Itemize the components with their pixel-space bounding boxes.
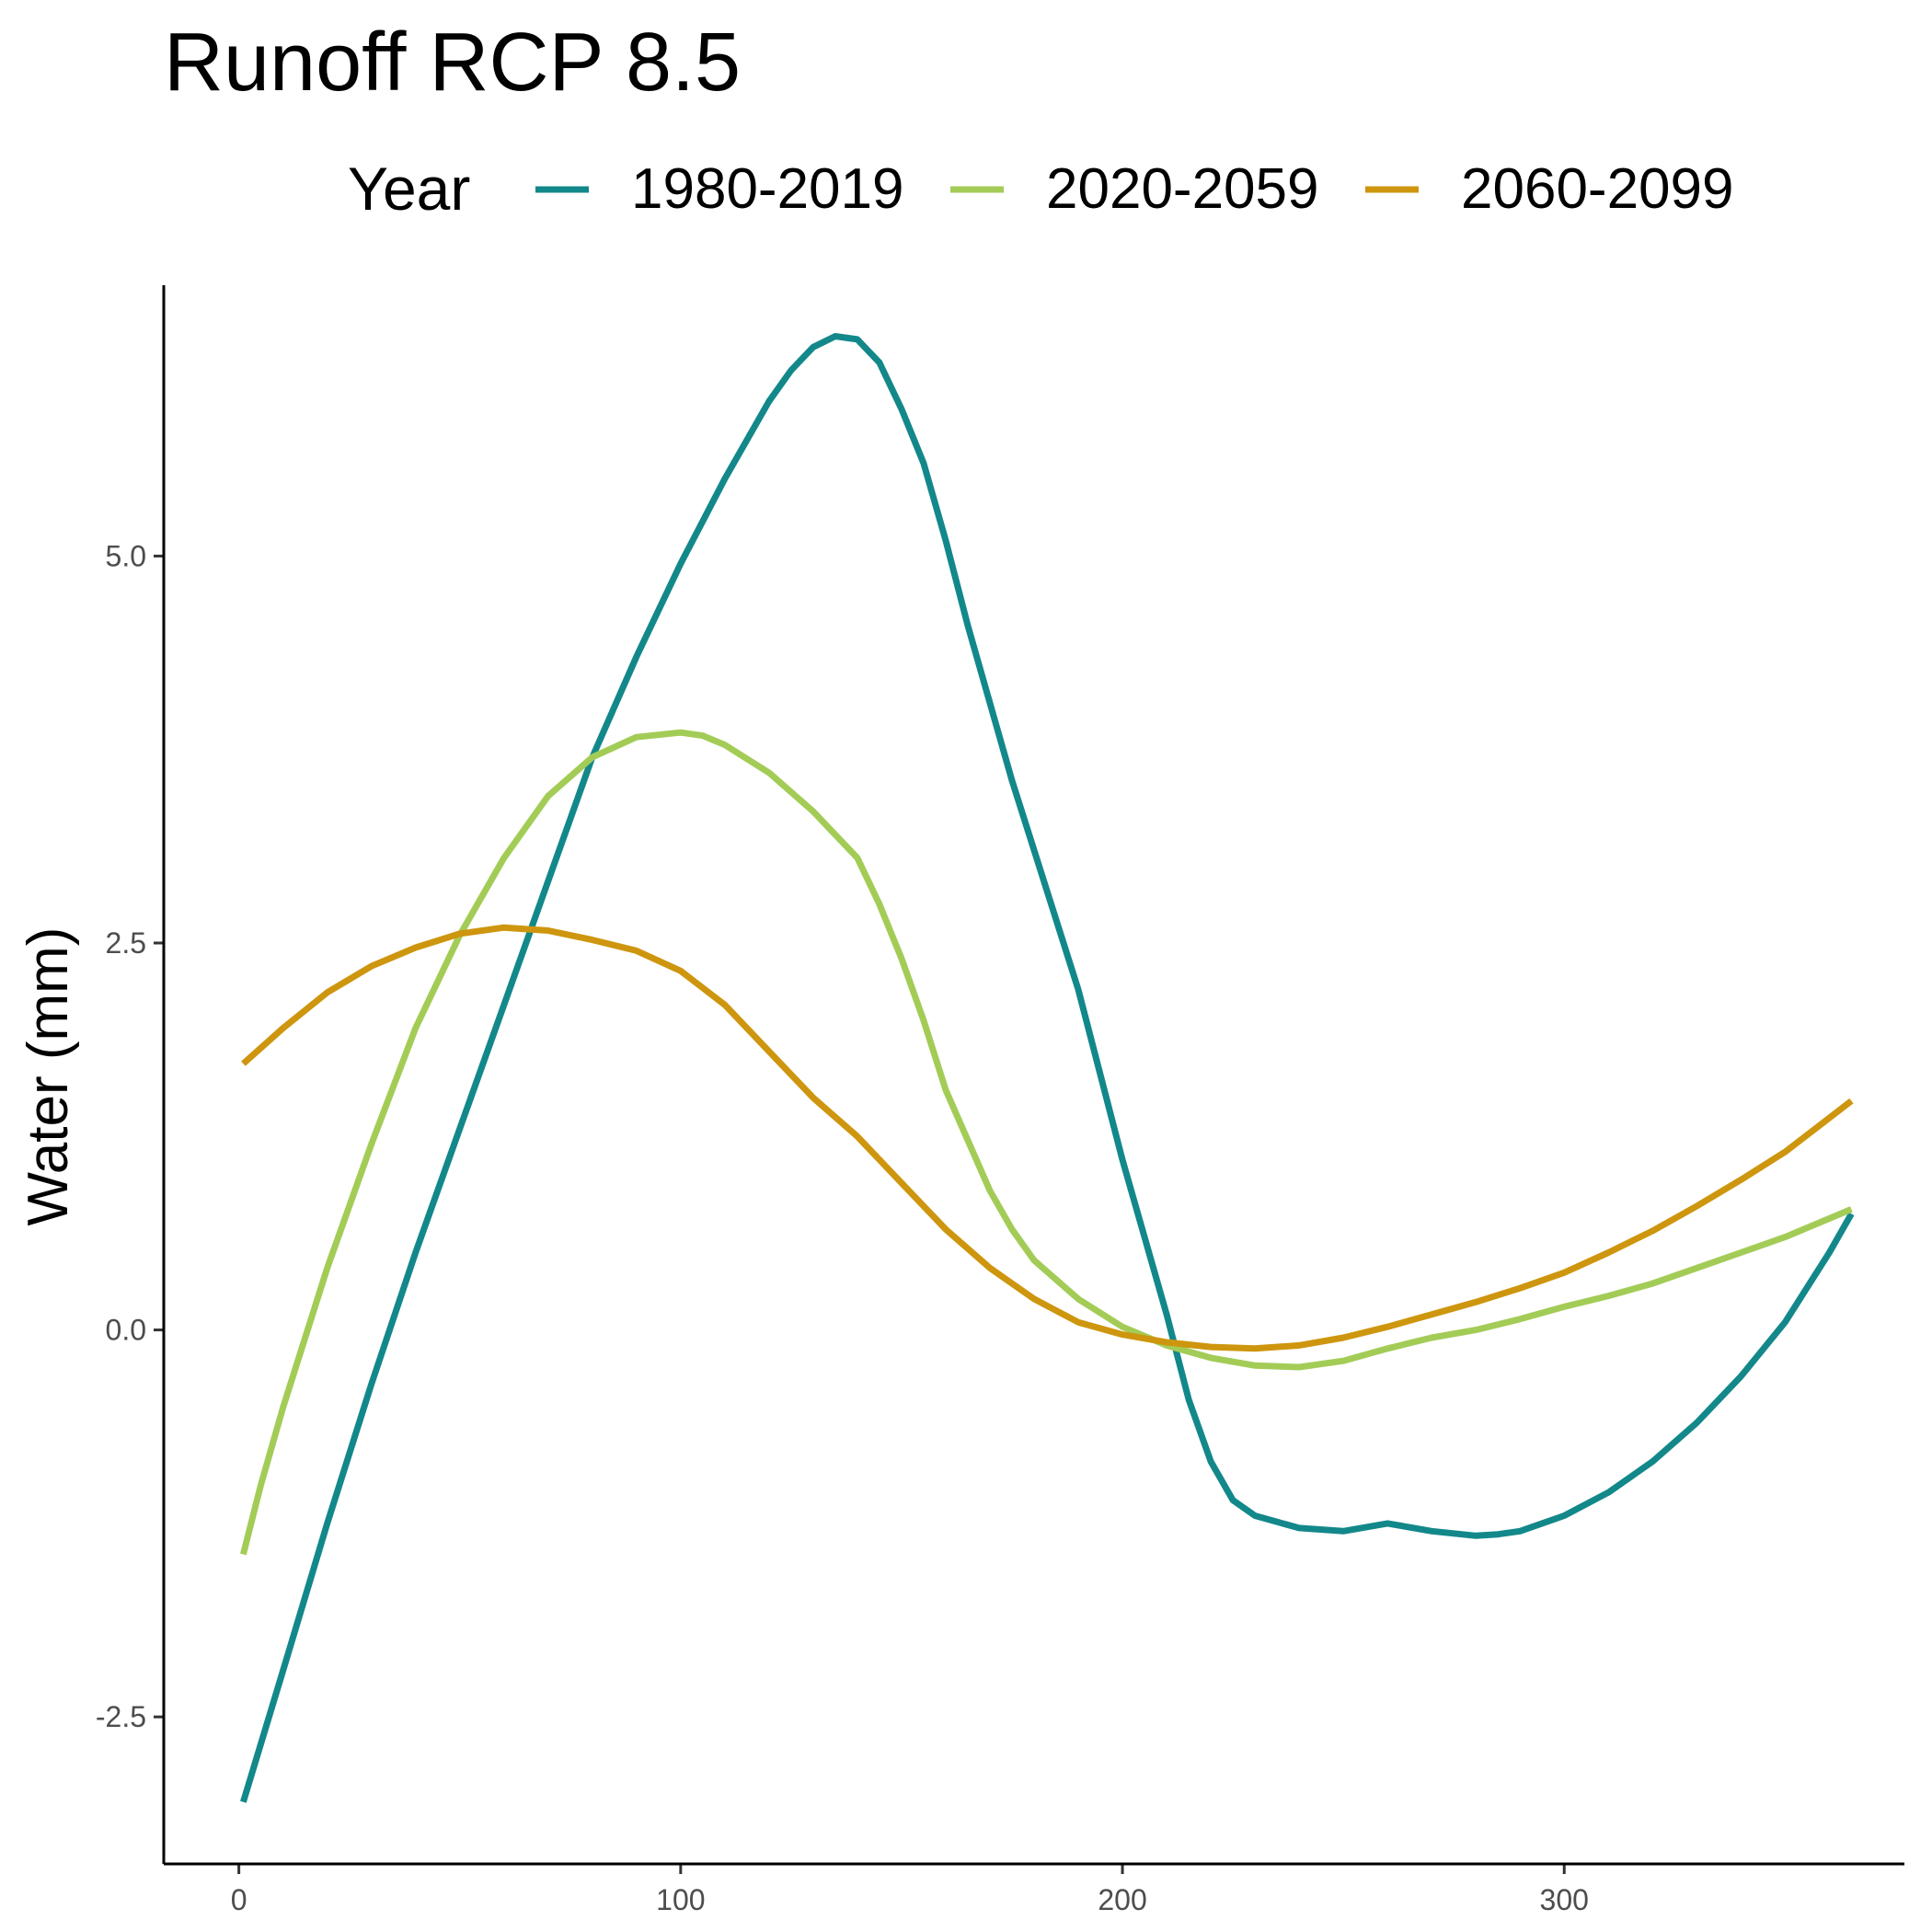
x-tick-label: 300	[1540, 1883, 1589, 1916]
series-line-1980-2019	[240, 333, 1855, 1803]
legend-title: Year	[348, 155, 470, 223]
x-tick-label: 100	[656, 1883, 705, 1916]
y-axis-label: Water (mm)	[17, 927, 80, 1226]
legend-label-2020-2059: 2020-2059	[1046, 157, 1319, 221]
series-layer	[240, 333, 1855, 1803]
y-tick-label: 2.5	[106, 926, 146, 960]
x-tick-label: 200	[1098, 1883, 1146, 1916]
x-tick-label: 0	[231, 1883, 247, 1916]
chart-title: Runoff RCP 8.5	[164, 17, 741, 109]
series-line-2020-2059	[240, 729, 1853, 1556]
legend-label-2060-2099: 2060-2099	[1461, 157, 1734, 221]
legend: Year 1980-2019 2020-2059 2060-2099	[348, 155, 1734, 223]
legend-label-1980-2019: 1980-2019	[631, 157, 904, 221]
ticks-layer: 0 100 200 300 -2.5 0.0 2.5 5.0	[96, 539, 1589, 1916]
y-tick-label: 0.0	[106, 1314, 146, 1347]
series-line-2060-2099	[241, 924, 1854, 1352]
y-tick-label: -2.5	[96, 1700, 146, 1733]
y-tick-label: 5.0	[106, 539, 146, 572]
